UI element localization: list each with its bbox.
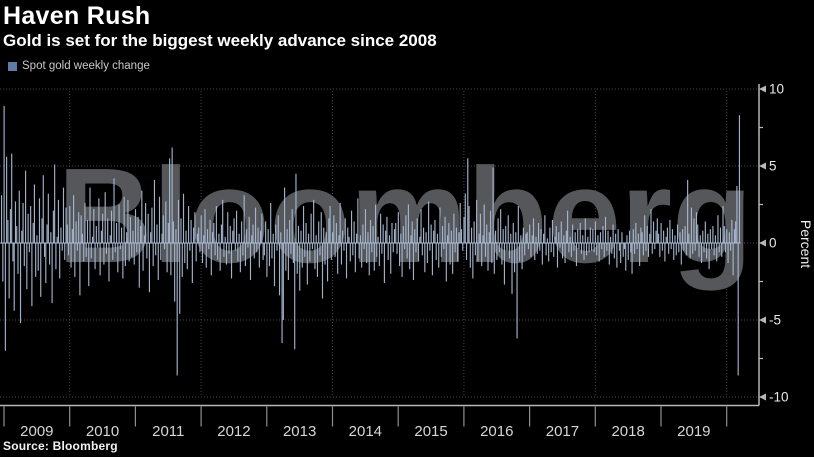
- svg-text:-5: -5: [769, 313, 781, 328]
- svg-text:2016: 2016: [480, 423, 513, 440]
- svg-text:5: 5: [769, 159, 777, 174]
- svg-text:10: 10: [769, 82, 784, 97]
- bloomberg-watermark: Bloomberg: [58, 140, 753, 291]
- svg-text:2014: 2014: [349, 423, 382, 440]
- svg-text:2018: 2018: [611, 423, 644, 440]
- y-axis-title: Percent: [798, 220, 814, 268]
- axis-lines-and-ticks: [0, 84, 766, 427]
- gridlines: [0, 88, 759, 398]
- svg-text:0: 0: [769, 236, 777, 251]
- svg-text:2019: 2019: [677, 423, 710, 440]
- chart-subtitle: Gold is set for the biggest weekly advan…: [3, 31, 437, 50]
- page-title: Haven Rush: [3, 2, 151, 30]
- bar-series: [1, 105, 741, 376]
- svg-text:2009: 2009: [20, 423, 53, 440]
- svg-text:2011: 2011: [152, 423, 184, 440]
- svg-text:2017: 2017: [546, 423, 579, 440]
- legend: Spot gold weekly change: [8, 60, 150, 72]
- legend-swatch-icon: [8, 61, 17, 71]
- svg-text:2012: 2012: [217, 423, 250, 440]
- svg-text:2013: 2013: [283, 423, 316, 440]
- svg-text:2010: 2010: [86, 423, 119, 440]
- x-axis-year-labels: 2009 2010 2011 2012 2013 2014 2015 2016 2017 2018…: [20, 423, 710, 440]
- y-axis-tick-labels: 10 5 0 -5 -10: [769, 82, 789, 405]
- legend-label: Spot gold weekly change: [22, 60, 150, 72]
- svg-text:2015: 2015: [414, 423, 447, 440]
- source-note: Source: Bloomberg: [3, 439, 118, 453]
- svg-text:-10: -10: [769, 390, 789, 405]
